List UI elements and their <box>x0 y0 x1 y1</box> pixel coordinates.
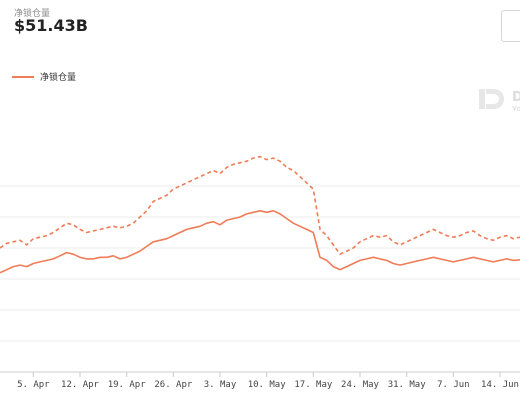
metric-label: 净锁仓量 <box>14 9 51 19</box>
x-tick-label-1: 12. Apr <box>61 380 100 390</box>
x-tick-label-3: 26. Apr <box>154 380 193 390</box>
x-tick-label-9: 7. Jun <box>437 380 470 390</box>
series-lines <box>0 155 520 274</box>
x-tick-label-8: 31. May <box>388 380 427 390</box>
legend-label: 净锁仓量 <box>40 73 77 83</box>
x-tick-label-6: 17. May <box>294 380 333 390</box>
grid-lines <box>0 185 520 373</box>
x-tick-label-5: 10. May <box>248 380 287 390</box>
x-tick-label-4: 3. May <box>204 380 237 390</box>
x-tick-label-7: 24. May <box>341 380 380 390</box>
x-tick-label-10: 14. Jun <box>481 380 519 390</box>
series-line-solid[interactable] <box>0 210 520 274</box>
legend[interactable]: 净锁仓量 <box>12 70 76 83</box>
series-line-dashed[interactable] <box>0 155 520 255</box>
x-tick-label-2: 19. Apr <box>108 380 147 390</box>
chart-menu-button[interactable] <box>501 10 520 42</box>
metric-value: $51.43B <box>14 16 88 35</box>
x-axis-ticks: 5. Apr 12. Apr 19. Apr 26. Apr 3. May 10. May… <box>17 372 519 390</box>
x-tick-label-0: 5. Apr <box>17 380 50 390</box>
legend-swatch <box>12 75 34 78</box>
